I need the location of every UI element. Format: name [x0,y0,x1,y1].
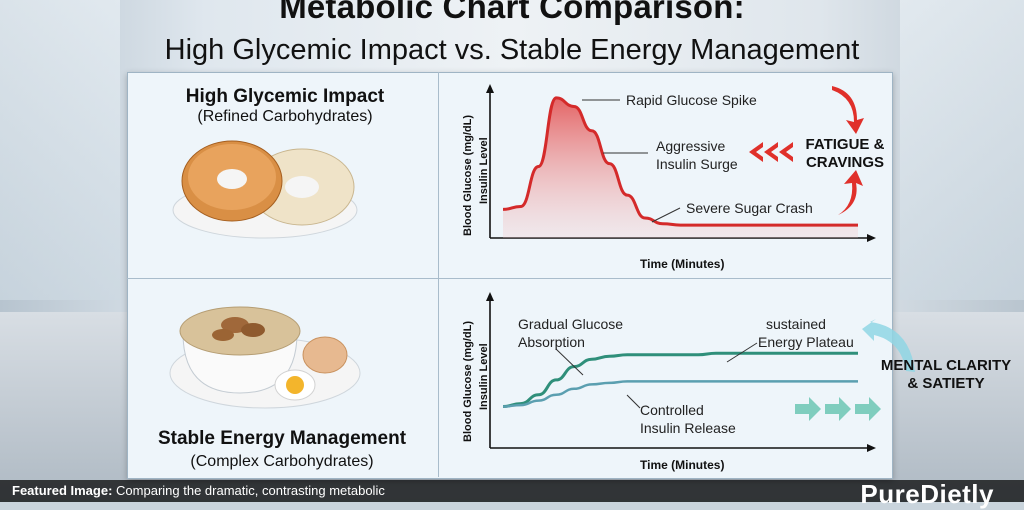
x-axis-label-bottom: Time (Minutes) [640,458,725,472]
caption-bar: Featured Image: Comparing the dramatic, … [0,480,1024,502]
y-axis-arrow [486,84,494,93]
leader-crash [651,207,681,223]
window-right [900,0,1024,300]
bottom-heading: Stable Energy Management [157,428,407,449]
glucose-spike-line [502,96,858,227]
leader-absorption [555,348,584,376]
annotation-insulin-1: Aggressive [656,138,726,154]
annotation-controlled-2: Insulin Release [640,420,736,436]
side-label-fatigue-line2: CRAVINGS [805,154,885,171]
annotation-controlled-1: Controlled [640,402,704,418]
donut-bagel-illustration [172,140,358,239]
y-axis-arrow-bottom [486,292,494,301]
caption-text: Comparing the dramatic, contrasting meta… [116,483,385,498]
annotation-absorption-2: Absorption [518,334,585,350]
top-heading: High Glycemic Impact [185,86,385,107]
window-left [0,0,120,300]
side-label-fatigue: FATIGUE & CRAVINGS [800,136,890,172]
y-axis-label-insulin-bottom: Insulin Level [478,343,490,410]
annotation-spike: Rapid Glucose Spike [626,92,757,108]
caption-label: Featured Image: [12,483,113,498]
red-chevron-arrows [749,86,864,215]
side-label-clarity: MENTAL CLARITY & SATIETY [878,357,1014,393]
side-label-clarity-line2: & SATIETY [907,375,985,392]
annotation-crash: Severe Sugar Crash [686,200,813,216]
teal-chevron-arrows [795,319,915,421]
spike-area [503,97,858,238]
x-axis-arrow-bottom [867,444,876,452]
leader-controlled [626,394,641,409]
annotation-insulin-2: Insulin Surge [656,156,738,172]
oatmeal-bowl-illustration [169,306,361,409]
annotation-plateau-1: sustained [766,316,826,332]
side-label-fatigue-line1: FATIGUE & [805,136,885,153]
y-axis-label-glucose-bottom: Blood Glucose (mg/dL) [462,321,474,442]
x-axis-arrow [867,234,876,242]
x-axis-label-top: Time (Minutes) [640,257,725,271]
leader-plateau [726,342,758,363]
brand-logo: PureDietly [860,479,994,509]
divider-horizontal [127,278,891,279]
glucose-plateau-line [502,351,858,409]
bottom-subheading: (Complex Carbohydrates) [190,453,374,470]
chart-board [127,72,893,479]
annotation-absorption-1: Gradual Glucose [518,316,624,332]
page-subtitle: High Glycemic Impact vs. Stable Energy M… [164,34,860,66]
annotation-plateau-2: Energy Plateau [758,334,854,350]
insulin-release-line [502,380,858,408]
page-title: Metabolic Chart Comparison: [279,0,745,25]
top-subheading: (Refined Carbohydrates) [197,108,373,125]
divider-vertical [438,72,439,477]
side-label-clarity-line1: MENTAL CLARITY [880,357,1012,374]
